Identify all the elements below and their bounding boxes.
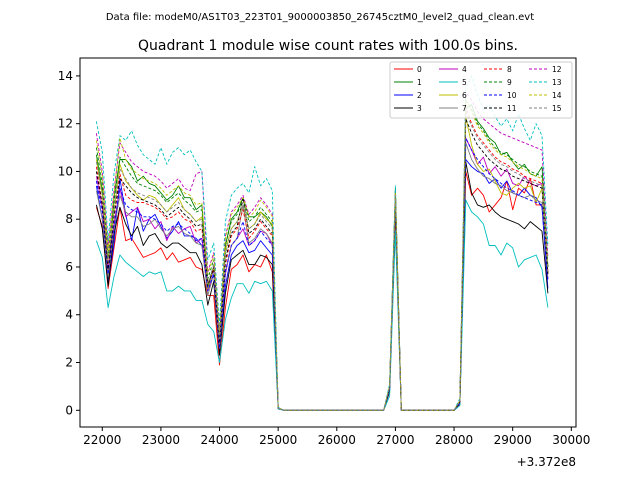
series-line-11: [95, 118, 549, 411]
legend-label-0: 0: [417, 65, 422, 74]
series-line-3: [95, 161, 549, 411]
legend-label-12: 12: [552, 65, 562, 74]
legend-label-10: 10: [507, 91, 517, 100]
plot-frame: [79, 57, 577, 428]
x-tick-label: 30000: [552, 433, 590, 447]
series-line-12: [95, 92, 549, 411]
legend-label-8: 8: [507, 65, 512, 74]
series-line-7: [95, 142, 549, 411]
x-axis-offset-label: +3.372e8: [517, 455, 576, 469]
y-tick-label: 2: [65, 356, 73, 370]
x-tick-label: 24000: [200, 433, 238, 447]
x-tick-label: 26000: [318, 433, 356, 447]
y-tick-label: 0: [65, 403, 73, 417]
x-axis: 22000 23000 24000 25000 26000 27000 28000 29000…: [83, 427, 590, 447]
x-tick-label: 22000: [83, 433, 121, 447]
legend-label-11: 11: [507, 104, 517, 113]
legend-box: [389, 61, 573, 119]
legend-label-14: 14: [552, 91, 562, 100]
legend-label-13: 13: [552, 78, 562, 87]
x-tick-label: 28000: [435, 433, 473, 447]
series-line-5: [95, 199, 549, 411]
legend-label-15: 15: [552, 104, 562, 113]
legend-label-4: 4: [462, 65, 467, 74]
legend-label-9: 9: [507, 78, 512, 87]
y-tick-label: 10: [58, 164, 73, 178]
legend-label-7: 7: [462, 104, 467, 113]
data-file-caption: Data file: modeM0/AS1T03_223T01_90000038…: [106, 12, 534, 23]
series-line-10: [95, 137, 549, 411]
series-line-9: [95, 99, 549, 411]
x-tick-label: 29000: [494, 433, 532, 447]
series-line-15: [95, 111, 549, 411]
y-tick-label: 12: [58, 117, 73, 131]
legend-label-1: 1: [417, 78, 422, 87]
y-tick-label: 4: [65, 308, 73, 322]
legend-label-2: 2: [417, 91, 422, 100]
y-axis: 0 2 4 6 8 10 12 14: [58, 69, 80, 417]
y-tick-label: 6: [65, 260, 73, 274]
chart-title: Quadrant 1 module wise count rates with …: [138, 38, 518, 54]
x-tick-label: 27000: [376, 433, 414, 447]
x-tick-label: 23000: [142, 433, 180, 447]
legend-label-5: 5: [462, 78, 467, 87]
legend-label-3: 3: [417, 104, 422, 113]
x-tick-label: 25000: [259, 433, 297, 447]
legend-label-6: 6: [462, 91, 467, 100]
y-tick-label: 8: [65, 212, 73, 226]
y-tick-label: 14: [58, 69, 73, 83]
